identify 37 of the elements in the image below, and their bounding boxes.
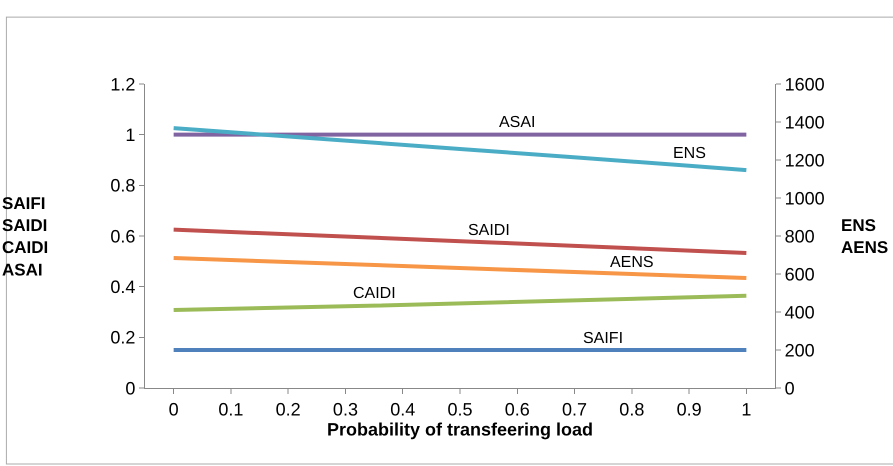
y-tick-label: 0.4 (110, 276, 136, 297)
x-tick-label: 1 (741, 400, 752, 420)
y-tick-label: 0 (125, 378, 136, 398)
y-tick-label: 1 (125, 124, 136, 145)
x-axis-title: Probability of transfeering load (326, 420, 594, 440)
y2-tick-label: 1400 (784, 112, 825, 132)
x-tick-label: 0.4 (390, 400, 416, 420)
x-tick-label: 0 (168, 400, 179, 420)
y2-tick-label: 200 (784, 340, 815, 360)
x-tick-label: 0.8 (619, 400, 644, 420)
y2-tick-label: 1000 (784, 188, 825, 208)
x-tick-label: 0.9 (676, 400, 702, 420)
y-tick-label: 0.6 (110, 226, 136, 246)
y2-tick-label: 1200 (784, 150, 825, 170)
x-tick-label: 0.5 (447, 400, 473, 420)
series-label: SAIDI (468, 222, 510, 239)
y-tick-label: 0.8 (110, 176, 136, 196)
y2-tick-label: 0 (784, 378, 795, 398)
line-series (172, 126, 748, 172)
series-label: ASAI (499, 114, 536, 131)
y2-tick-label: 1600 (784, 74, 825, 94)
x-tick-label: 0.6 (504, 400, 530, 420)
y2-axis-title: ENS AENS (841, 216, 888, 258)
series-label: SAIFI (583, 330, 624, 347)
x-tick-label: 0.3 (332, 400, 358, 420)
y2-tick-label: 400 (784, 302, 815, 322)
y-tick-label: 1.2 (110, 74, 136, 94)
series-label: ENS (673, 145, 706, 162)
y2-tick-label: 600 (784, 264, 815, 284)
x-tick-label: 0.1 (218, 400, 244, 420)
x-tick-label: 0.7 (562, 400, 588, 420)
series-label: AENS (610, 254, 654, 271)
series-label: CAIDI (353, 285, 396, 302)
y-tick-label: 0.2 (110, 328, 136, 348)
y-axis-title: SAIFI SAIDI CAIDI ASAI (2, 194, 48, 280)
y2-tick-label: 800 (784, 226, 815, 246)
x-tick-label: 0.2 (276, 400, 301, 420)
